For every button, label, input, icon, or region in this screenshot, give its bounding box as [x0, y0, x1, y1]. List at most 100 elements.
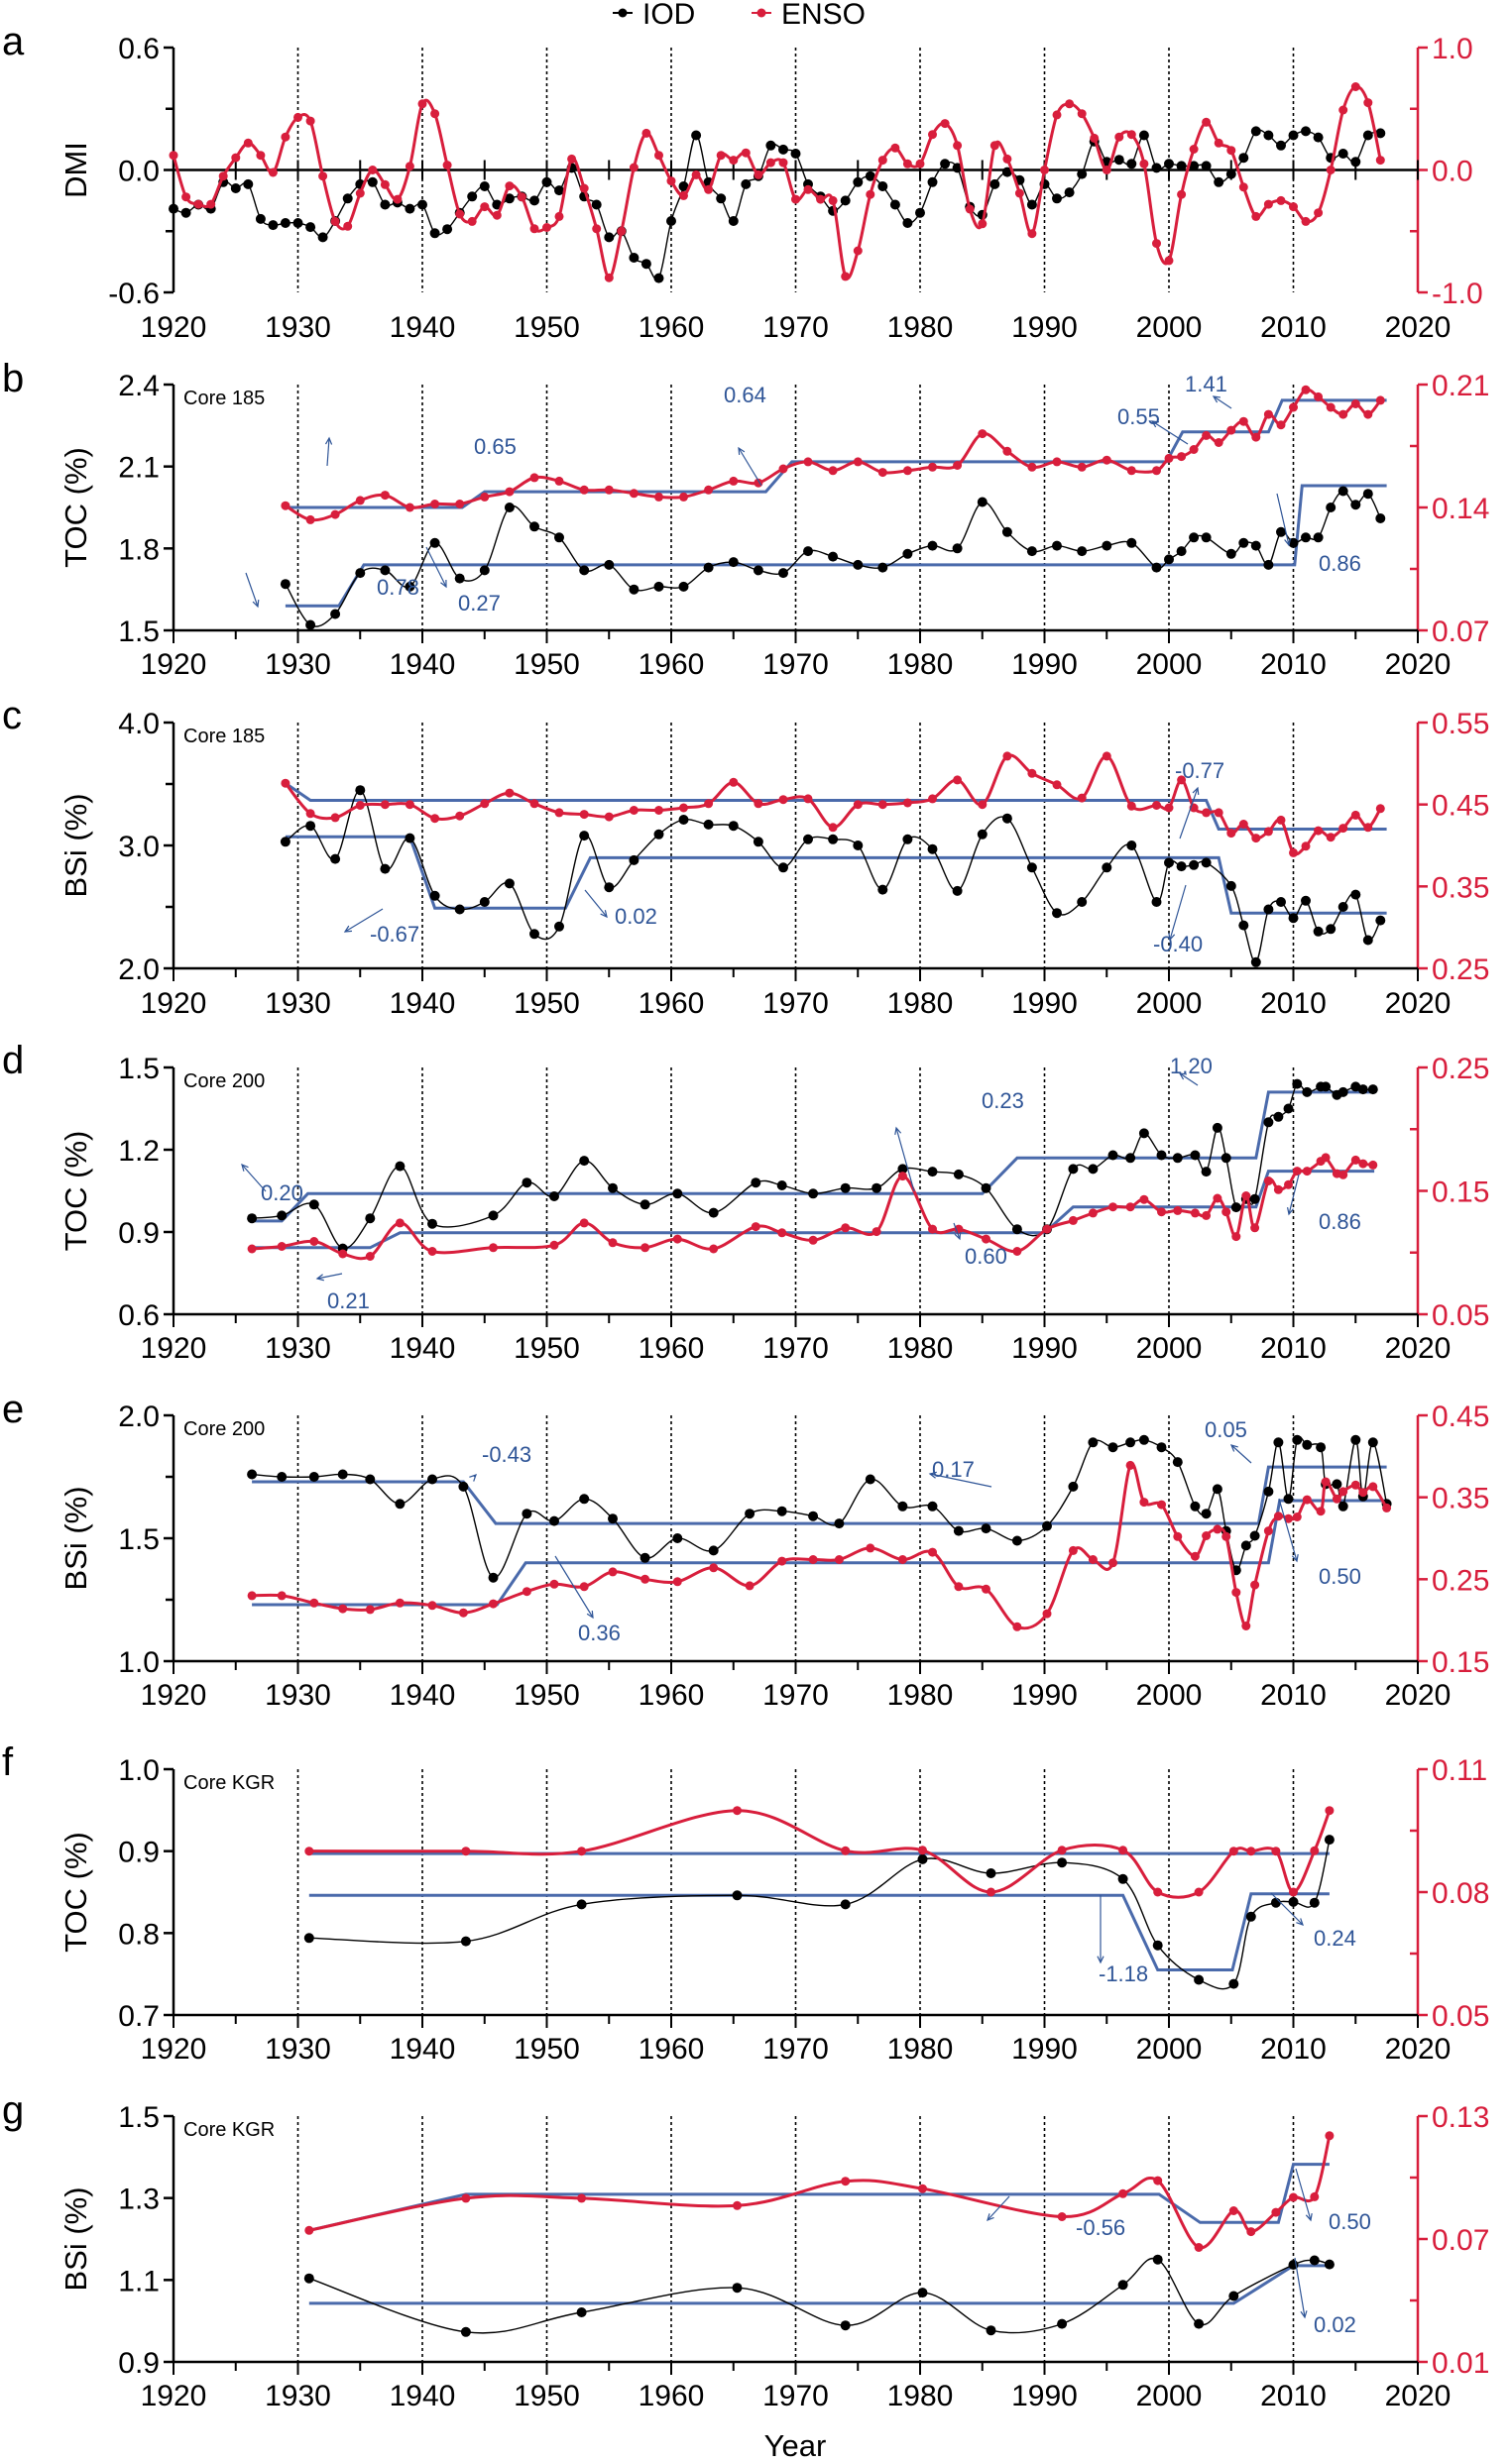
y-axis-title-left: BSi (%) [58, 1486, 93, 1590]
data-point-tn [777, 1228, 787, 1238]
data-point-toc [1107, 1150, 1118, 1161]
data-point-bsi [1212, 1484, 1222, 1495]
data-point-enso [268, 168, 278, 177]
data-point-enso [1238, 182, 1248, 192]
y-tick-label-left: 1.5 [118, 1523, 160, 1556]
data-point-bc [579, 810, 589, 820]
x-tick-label: 2000 [1136, 2380, 1203, 2412]
data-point-tn [1271, 1847, 1281, 1856]
data-point-tn [733, 1806, 742, 1816]
data-point-toc [1321, 1081, 1332, 1092]
data-point-bc [1118, 2188, 1128, 2198]
data-point-iod [1001, 167, 1012, 177]
data-point-bc [1250, 1580, 1260, 1590]
data-point-tn [928, 462, 937, 472]
data-point-bc [1284, 1513, 1293, 1523]
annotation-label: -0.77 [1175, 758, 1224, 783]
x-tick-label: 1950 [514, 987, 580, 1020]
data-point-tn [1027, 462, 1037, 472]
data-point-toc [1125, 1153, 1136, 1164]
data-point-bsi [1250, 956, 1261, 967]
x-tick-label: 1930 [265, 1679, 331, 1712]
data-point-enso [380, 179, 390, 189]
data-point-toc [1220, 1153, 1231, 1164]
data-point-bsi [1057, 2318, 1068, 2329]
annotation-arrowhead [252, 599, 260, 609]
annotation-arrowhead [586, 1610, 594, 1620]
data-point-bc [1190, 1551, 1200, 1561]
data-point-bc [1164, 803, 1174, 813]
data-point-bsi [753, 837, 763, 847]
data-point-bc [1263, 827, 1273, 837]
annotation-label: 0.02 [1314, 2312, 1356, 2337]
data-point-enso [1363, 98, 1373, 108]
data-point-enso [1350, 82, 1360, 91]
data-point-toc [454, 573, 465, 584]
data-point-bsi [1238, 920, 1249, 931]
data-point-toc [1326, 503, 1337, 512]
panel-b: b 2.4 2.1 1.8 1.5 TOC (%) 0.21 0.14 0.07 TN (%) 19… [2, 357, 1511, 681]
data-point-bsi [1292, 1434, 1303, 1445]
data-point-tn [1012, 1247, 1022, 1256]
data-point-bsi [1350, 889, 1361, 900]
annotation-arrow [425, 546, 447, 588]
data-point-bc [745, 1581, 755, 1591]
annotation-arrowhead [1286, 1207, 1294, 1216]
data-point-toc [732, 1890, 743, 1901]
data-point-enso [1126, 130, 1136, 140]
data-point-bsi [504, 878, 515, 889]
y-axis-title-left: TOC (%) [58, 1832, 93, 1953]
y-tick-label-left: 2.0 [118, 953, 160, 986]
data-point-iod [305, 222, 316, 233]
data-point-tn [1139, 1194, 1149, 1204]
y-tick-label-left: 1.3 [118, 2184, 160, 2216]
data-point-toc [853, 559, 864, 570]
data-point-iod [778, 144, 788, 155]
data-point-toc [808, 1188, 819, 1199]
data-point-iod [666, 216, 676, 226]
y-tick-label-left: 1.5 [118, 616, 160, 648]
data-point-bc [1202, 1531, 1212, 1540]
data-point-bc [866, 1543, 875, 1553]
data-point-iod [927, 176, 938, 187]
data-point-tn [480, 492, 490, 502]
data-point-bsi [1337, 902, 1348, 912]
data-point-tn [1363, 409, 1373, 419]
annotation-arrow [554, 1555, 594, 1619]
data-point-tn [640, 1243, 650, 1253]
data-point-enso [492, 210, 502, 220]
data-point-bc [982, 1584, 990, 1594]
data-point-bc [1241, 1622, 1251, 1630]
data-point-tn [841, 1846, 851, 1855]
data-point-bsi [1138, 1434, 1149, 1445]
annotation-arrowhead [324, 436, 333, 445]
data-point-tn [355, 496, 365, 505]
data-point-tn [1263, 409, 1273, 419]
data-point-iod [902, 218, 913, 228]
y-tick-label-left: 2.4 [118, 370, 160, 402]
data-point-iod [865, 170, 875, 181]
data-point-iod [952, 163, 963, 173]
data-point-bsi [1151, 897, 1162, 907]
data-point-bc [529, 799, 539, 809]
data-point-tn [395, 1218, 405, 1228]
data-point-tn [679, 492, 688, 502]
x-tick-label: 1970 [762, 987, 829, 1020]
data-point-bc [1332, 1494, 1341, 1504]
x-tick-label: 2010 [1260, 1679, 1327, 1712]
y-tick-label-right: 0.05 [1432, 1299, 1489, 1332]
y-axis-title-left: DMI [58, 142, 93, 198]
data-point-bc [1139, 1498, 1149, 1508]
regime-shift-line [308, 2264, 1330, 2305]
data-point-toc [897, 1164, 908, 1175]
y-tick-label-right: 0.55 [1432, 708, 1489, 740]
y-tick-label-right: 0.15 [1432, 1646, 1489, 1679]
data-point-enso [480, 202, 490, 212]
data-point-bsi [1117, 2280, 1128, 2291]
annotation-arrow [241, 1164, 267, 1192]
x-tick-label: 1970 [762, 2380, 829, 2412]
data-point-enso [1177, 189, 1187, 199]
data-point-bc [1228, 2206, 1238, 2215]
data-point-enso [890, 143, 900, 153]
data-point-bsi [1276, 897, 1286, 907]
